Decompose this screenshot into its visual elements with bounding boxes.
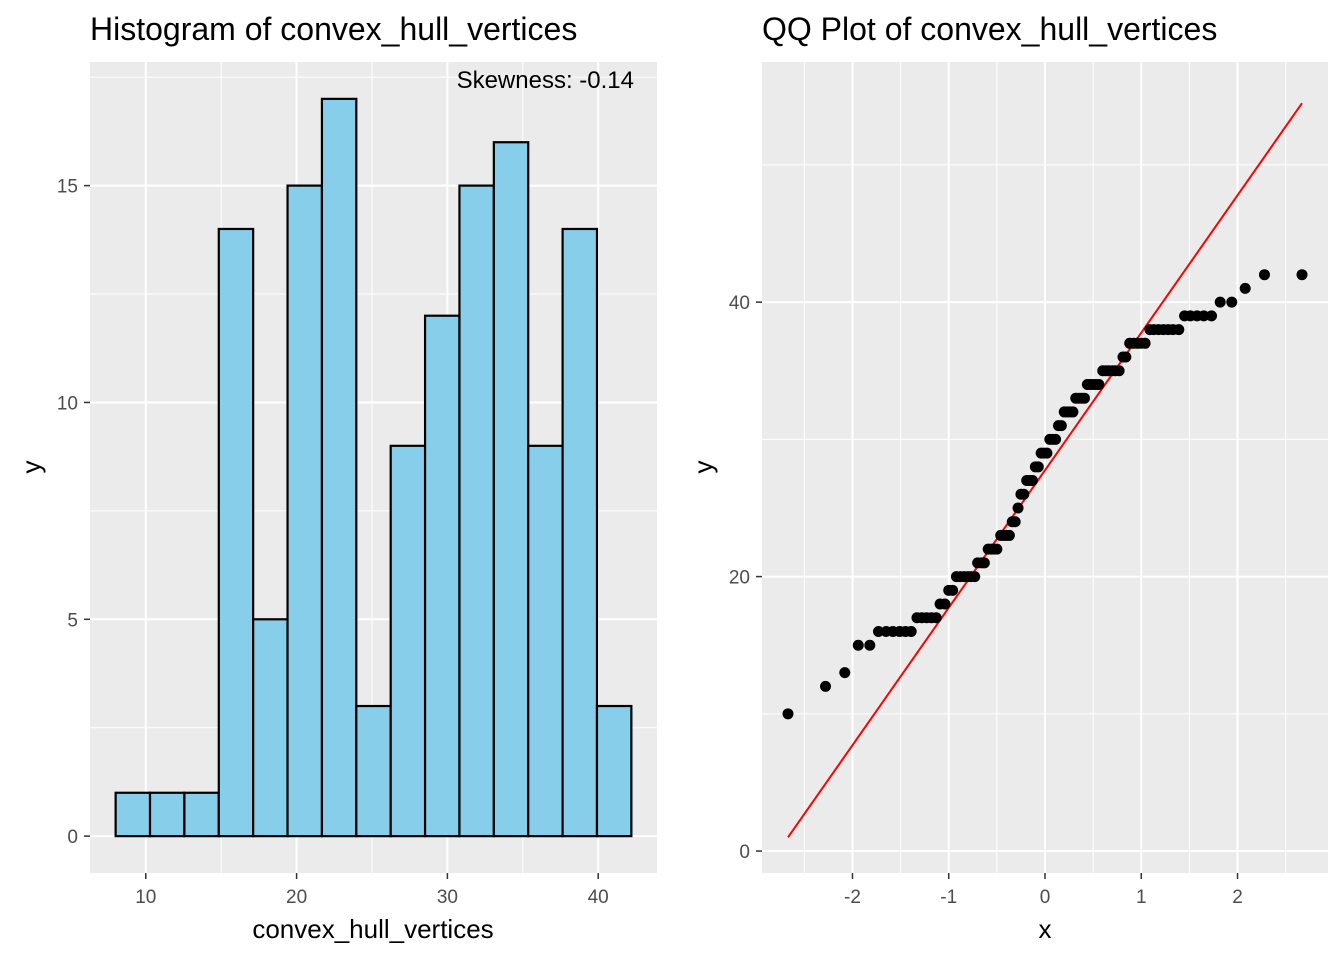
histogram-bar xyxy=(595,704,633,838)
qq-points xyxy=(782,269,1308,720)
histogram-ticks: 10 20 30 40 0 5 10 15 xyxy=(57,177,609,908)
qq-point xyxy=(1139,337,1151,349)
histogram-x-tick-label: 40 xyxy=(588,887,609,908)
qq-point xyxy=(1296,269,1308,281)
histogram-x-tick-label: 20 xyxy=(286,887,307,908)
qq-point xyxy=(905,625,917,637)
qq-point xyxy=(939,598,951,610)
histogram-bar xyxy=(148,791,186,838)
qq-point xyxy=(1120,351,1132,363)
qq-point xyxy=(947,584,959,596)
histogram-y-tick-label: 0 xyxy=(67,827,78,848)
histogram-bar xyxy=(320,97,358,838)
histogram-x-axis-title: convex_hull_vertices xyxy=(252,914,493,944)
qq-point xyxy=(852,639,864,651)
histogram-bar xyxy=(561,227,599,838)
qq-point xyxy=(1012,502,1024,514)
qq-point xyxy=(839,667,851,679)
qq-point xyxy=(1206,310,1218,322)
histogram-y-tick-label: 15 xyxy=(57,177,78,198)
qq-y-axis-title: y xyxy=(688,461,718,474)
histogram-bar xyxy=(492,141,530,838)
histogram-y-axis-title: y xyxy=(16,461,46,474)
qq-point xyxy=(991,543,1003,555)
histogram-bar xyxy=(114,791,152,838)
qq-x-axis-title: x xyxy=(1039,914,1052,944)
qq-point xyxy=(1026,475,1038,487)
qq-point xyxy=(1009,516,1021,528)
qq-x-tick-label: 2 xyxy=(1232,887,1243,908)
histogram-title: Histogram of convex_hull_vertices xyxy=(90,11,577,47)
histogram-bars xyxy=(114,97,633,838)
qq-point xyxy=(1067,406,1079,418)
skewness-annotation: Skewness: -0.14 xyxy=(457,67,634,94)
qq-point xyxy=(930,612,942,624)
histogram-bar xyxy=(355,704,392,838)
qq-gridlines xyxy=(762,62,1328,873)
qq-point xyxy=(1226,296,1238,308)
histogram-bar xyxy=(286,184,324,838)
qq-point xyxy=(1214,296,1226,308)
qq-x-tick-label: -1 xyxy=(940,887,957,908)
qq-reference-line-segment xyxy=(787,102,1303,838)
qq-title: QQ Plot of convex_hull_vertices xyxy=(762,11,1217,47)
histogram-bar xyxy=(527,444,564,838)
histogram-bar xyxy=(252,618,289,838)
qq-point xyxy=(1258,269,1270,281)
histogram-bar xyxy=(458,184,495,838)
qq-point xyxy=(1003,529,1015,541)
qq-point xyxy=(864,639,876,651)
histogram-bar xyxy=(217,227,255,838)
qq-point xyxy=(782,708,794,720)
qq-point xyxy=(1050,433,1062,445)
qq-x-tick-label: -2 xyxy=(844,887,861,908)
qq-y-tick-label: 0 xyxy=(739,842,750,863)
qq-point xyxy=(872,625,884,637)
qq-point xyxy=(1055,420,1067,432)
qq-point xyxy=(1198,310,1210,322)
histogram-y-tick-label: 5 xyxy=(67,610,78,631)
qq-point xyxy=(1032,461,1044,473)
qq-point xyxy=(1078,392,1090,404)
qq-y-tick-label: 20 xyxy=(729,568,750,589)
histogram-y-tick-label: 10 xyxy=(57,393,78,414)
histogram-bar xyxy=(389,444,427,838)
qq-point xyxy=(1239,282,1251,294)
qq-reference-line xyxy=(787,102,1303,838)
qq-point xyxy=(1113,365,1125,377)
qq-point xyxy=(978,557,990,569)
qq-point xyxy=(1041,447,1053,459)
qq-y-tick-label: 40 xyxy=(729,293,750,314)
qq-point xyxy=(820,680,832,692)
histogram-x-tick-label: 30 xyxy=(437,887,458,908)
qq-point xyxy=(969,571,981,583)
histogram-bar xyxy=(423,314,461,838)
qq-point xyxy=(1173,324,1185,336)
histogram-panel: Histogram of convex_hull_vertices Skewne… xyxy=(16,11,657,944)
qq-x-tick-label: 1 xyxy=(1136,887,1147,908)
histogram-x-tick-label: 10 xyxy=(135,887,156,908)
qq-point xyxy=(1093,378,1105,390)
histogram-bar xyxy=(183,791,220,838)
qq-point xyxy=(1018,488,1030,500)
qq-x-tick-label: 0 xyxy=(1040,887,1051,908)
qq-panel: QQ Plot of convex_hull_vertices -2 -1 0 1 20… xyxy=(688,11,1328,944)
